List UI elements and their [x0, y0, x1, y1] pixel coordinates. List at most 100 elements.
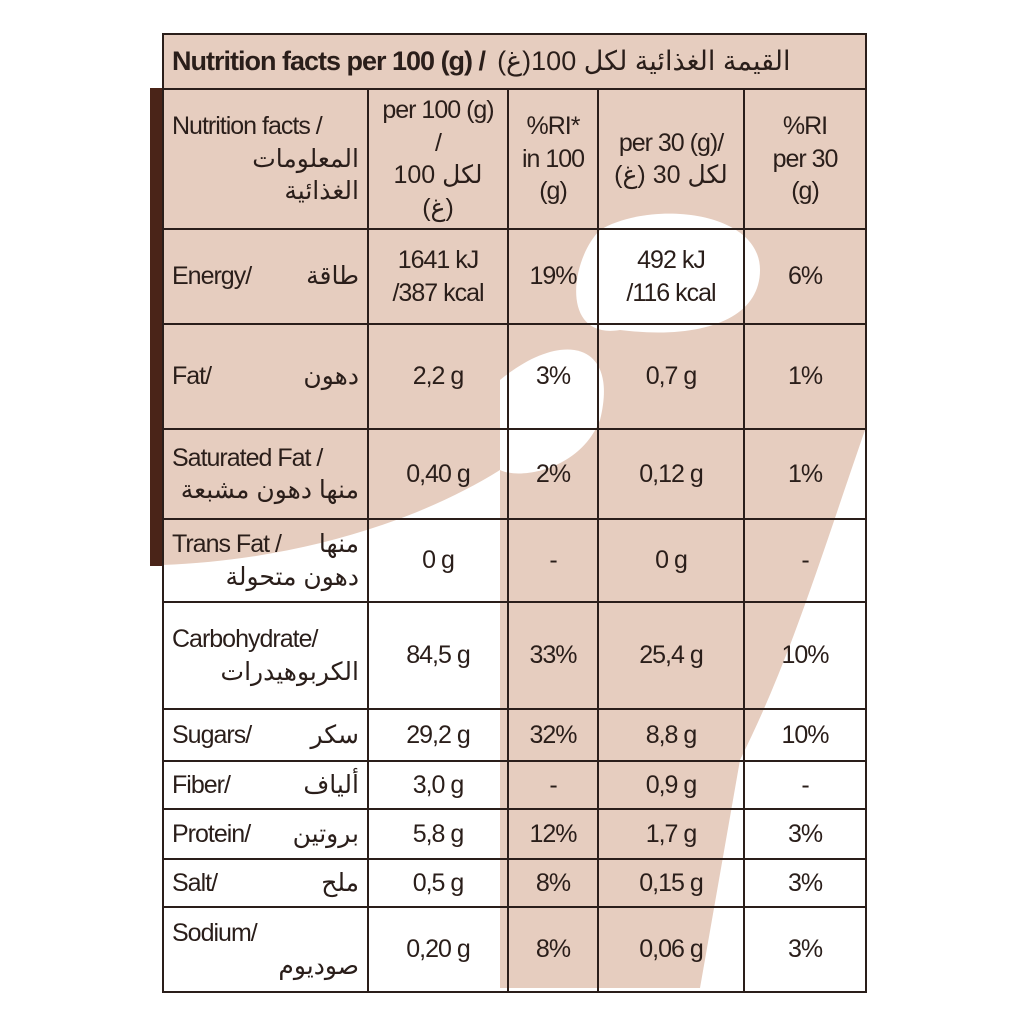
label-ar: ألياف [303, 770, 360, 799]
nutrition-table: Nutrition facts per 100 (g) / القيمة الغذ… [161, 33, 868, 993]
table-row: Carbohydrate/الكربوهيدرات 84,5 g 33% 25,4 g… [162, 601, 868, 710]
value-cell: per 30 (g)/ لكل 30 (غ) [597, 88, 745, 230]
cell-text: لكل 30 (غ) [614, 161, 729, 189]
table-row: Trans Fat / منها دهون متحولة 0 g - 0 g - [162, 518, 868, 603]
label-ar: بروتين [292, 819, 360, 848]
label-line: Sodium/ [172, 917, 359, 950]
cell-text: per 100 (g) / [382, 96, 494, 157]
label-ar: الكربوهيدرات [220, 657, 360, 686]
title-row: Nutrition facts per 100 (g) / القيمة الغذ… [161, 33, 868, 90]
label-en: Sodium/ [172, 919, 258, 947]
cell-text: 29,2 g [406, 720, 471, 749]
value-cell: 12% [507, 808, 599, 860]
cell-text: /116 kcal [626, 278, 716, 307]
label-cell: Carbohydrate/الكربوهيدرات [162, 601, 369, 710]
label-cell: Saturated Fat / منها دهون مشبعة [162, 428, 369, 520]
label-cell: Fiber/ألياف [162, 760, 369, 810]
cell-text: 12% [529, 819, 577, 848]
cell-text: 19% [529, 262, 577, 291]
cell-text: 25,4 g [639, 641, 704, 670]
cell-text: 10% [781, 641, 829, 670]
cell-text: 3% [787, 935, 823, 964]
label-line: Fiber/ألياف [172, 769, 360, 802]
table-row: Fat/دهون 2,2 g 3% 0,7 g 1% [162, 323, 868, 430]
cell-text: - [549, 770, 557, 799]
cell-text: per 30 [772, 144, 839, 173]
label-en: Trans Fat / [172, 530, 282, 558]
table-row: Saturated Fat / منها دهون مشبعة 0,40 g 2% 0,… [162, 428, 868, 520]
label-line: Carbohydrate/ [172, 623, 359, 656]
label-ar: دهون [303, 362, 360, 391]
value-cell: - [742, 518, 868, 603]
label-cell: Salt/ملح [162, 858, 369, 908]
label-ar: منها دهون مشبعة [180, 476, 360, 504]
value-cell: %RI* in 100 (g) [507, 88, 599, 230]
label-en: Fiber/ [172, 770, 231, 799]
table-row: Nutrition facts / المعلومات الغذائية per 10… [162, 88, 868, 230]
label-en: Nutrition facts / [172, 112, 323, 141]
cell-text: in 100 [521, 144, 585, 173]
label-en: Energy/ [172, 262, 252, 291]
cell-text: 0 g [655, 546, 688, 575]
value-cell: 0,40 g [367, 428, 509, 520]
cell-text: 0,20 g [406, 935, 471, 964]
cell-text: - [549, 546, 557, 575]
value-cell: 8,8 g [597, 708, 745, 762]
value-cell: - [742, 760, 868, 810]
label-ar: الغذائية [284, 177, 360, 206]
value-cell: 0,06 g [597, 906, 745, 993]
value-cell: 3% [742, 906, 868, 993]
value-cell: 1641 kJ/387 kcal [367, 228, 509, 325]
label-line: Salt/ملح [172, 867, 360, 900]
label-en: Carbohydrate/ [172, 625, 318, 653]
cell-text: 0,9 g [645, 770, 698, 799]
cell-text: 84,5 g [406, 641, 471, 670]
cell-text: 8,8 g [645, 720, 698, 749]
label-line: Sugars/سكر [172, 719, 360, 752]
title-line: Nutrition facts per 100 (g) / القيمة الغذ… [172, 44, 857, 79]
cell-text: 1% [787, 362, 823, 391]
title-cell: Nutrition facts per 100 (g) / القيمة الغذ… [161, 33, 868, 90]
value-cell: 10% [742, 708, 868, 762]
value-cell: 0 g [367, 518, 509, 603]
value-cell: 0,9 g [597, 760, 745, 810]
cell-text: 0,15 g [639, 868, 704, 897]
value-cell: per 100 (g) / لكل 100 (غ) [367, 88, 509, 230]
label-cell: Nutrition facts / المعلومات الغذائية [162, 88, 369, 230]
table-row: Energy/طاقة 1641 kJ/387 kcal 19% 492 kJ/116… [162, 228, 868, 325]
cell-text: 3,0 g [412, 770, 465, 799]
value-cell: %RI per 30 (g) [742, 88, 868, 230]
value-cell: 0,7 g [597, 323, 745, 430]
table-row: Protein/بروتين 5,8 g 12% 1,7 g 3% [162, 808, 868, 860]
value-cell: - [507, 760, 599, 810]
value-cell: 25,4 g [597, 601, 745, 710]
label-ar: المعلومات [252, 144, 360, 173]
label-ar: سكر [310, 720, 360, 749]
cell-text: 10% [781, 720, 829, 749]
value-cell: 8% [507, 906, 599, 993]
value-cell: 3,0 g [367, 760, 509, 810]
value-cell: 6% [742, 228, 868, 325]
cell-text: %RI [782, 112, 828, 141]
label-ar: منها [318, 530, 360, 558]
value-cell: 1% [742, 323, 868, 430]
label-cell: Sugars/سكر [162, 708, 369, 762]
value-cell: 1% [742, 428, 868, 520]
label-en: Protein/ [172, 819, 251, 848]
cell-text: 0,12 g [639, 459, 704, 488]
cell-text: 33% [529, 641, 577, 670]
label-line: Energy/طاقة [172, 260, 360, 293]
label-en: Saturated Fat / [172, 443, 323, 472]
cell-text: 3% [787, 868, 823, 897]
value-cell: 3% [742, 808, 868, 860]
cell-text: 8% [535, 935, 571, 964]
cell-text: 8% [535, 868, 571, 897]
label-line: Fat/دهون [172, 360, 360, 393]
label-cell: Energy/طاقة [162, 228, 369, 325]
label-cell: Sodium/صوديوم [162, 906, 369, 993]
cell-text: 1,7 g [645, 819, 698, 848]
label-line: Saturated Fat / [172, 442, 359, 475]
value-cell: 19% [507, 228, 599, 325]
cell-text: 0,5 g [412, 868, 465, 897]
value-cell: 5,8 g [367, 808, 509, 860]
